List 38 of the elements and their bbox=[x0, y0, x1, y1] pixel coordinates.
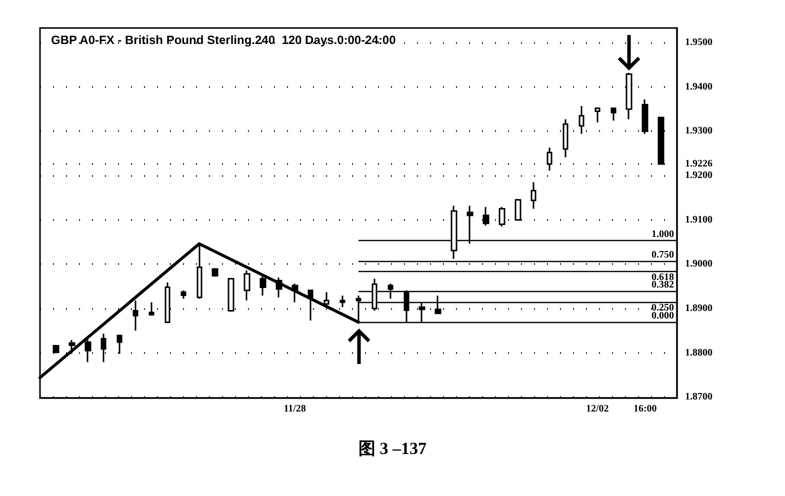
annotation: 1.000 bbox=[652, 229, 674, 240]
y-tick-label: 1.9200 bbox=[685, 170, 712, 182]
candlestick bbox=[132, 300, 138, 332]
candlestick bbox=[498, 206, 506, 228]
candlestick bbox=[530, 181, 536, 210]
y-tick-label: 1.9400 bbox=[685, 81, 712, 92]
y-tick-label: 1.9500 bbox=[685, 37, 712, 48]
annotation: 0.000 bbox=[652, 310, 674, 322]
caption: 图 3 –137 bbox=[358, 439, 427, 458]
candlestick bbox=[292, 282, 298, 304]
x-tick-label: 11/28 bbox=[284, 404, 306, 414]
y-tick-label: 1.9000 bbox=[685, 258, 712, 270]
candlestick bbox=[610, 107, 616, 122]
candlestick bbox=[594, 107, 600, 124]
candlestick bbox=[68, 339, 76, 354]
candlestick bbox=[276, 276, 282, 298]
candlestick bbox=[642, 98, 648, 135]
y-tick-label: 1.9226 bbox=[685, 158, 712, 170]
candlestick bbox=[244, 270, 250, 302]
y-tick-label: 1.8800 bbox=[685, 347, 712, 358]
candlestick bbox=[578, 105, 584, 135]
candlestick bbox=[340, 294, 346, 308]
annotation: 0.750 bbox=[652, 250, 674, 261]
y-tick-label: 1.9300 bbox=[685, 126, 712, 137]
candlestick bbox=[84, 336, 92, 363]
y-tick-label: 1.8900 bbox=[685, 302, 712, 314]
candlestick bbox=[546, 146, 552, 172]
x-tick-label: 12/02 bbox=[586, 404, 609, 414]
candlestick bbox=[260, 274, 266, 296]
candlestick bbox=[148, 302, 154, 316]
y-tick-label: 1.9100 bbox=[685, 214, 712, 226]
x-tick-label: 16:00 bbox=[633, 404, 657, 414]
annotation: 0.250 bbox=[652, 302, 674, 314]
candlestick bbox=[212, 267, 218, 278]
y-tick-label: 1.8700 bbox=[685, 392, 712, 403]
candlestick bbox=[562, 118, 568, 158]
candlestick bbox=[180, 290, 186, 300]
chart-title: GBP A0-FX - British Pound Sterling.240 120 Days.0:00-24:00 bbox=[51, 33, 396, 47]
